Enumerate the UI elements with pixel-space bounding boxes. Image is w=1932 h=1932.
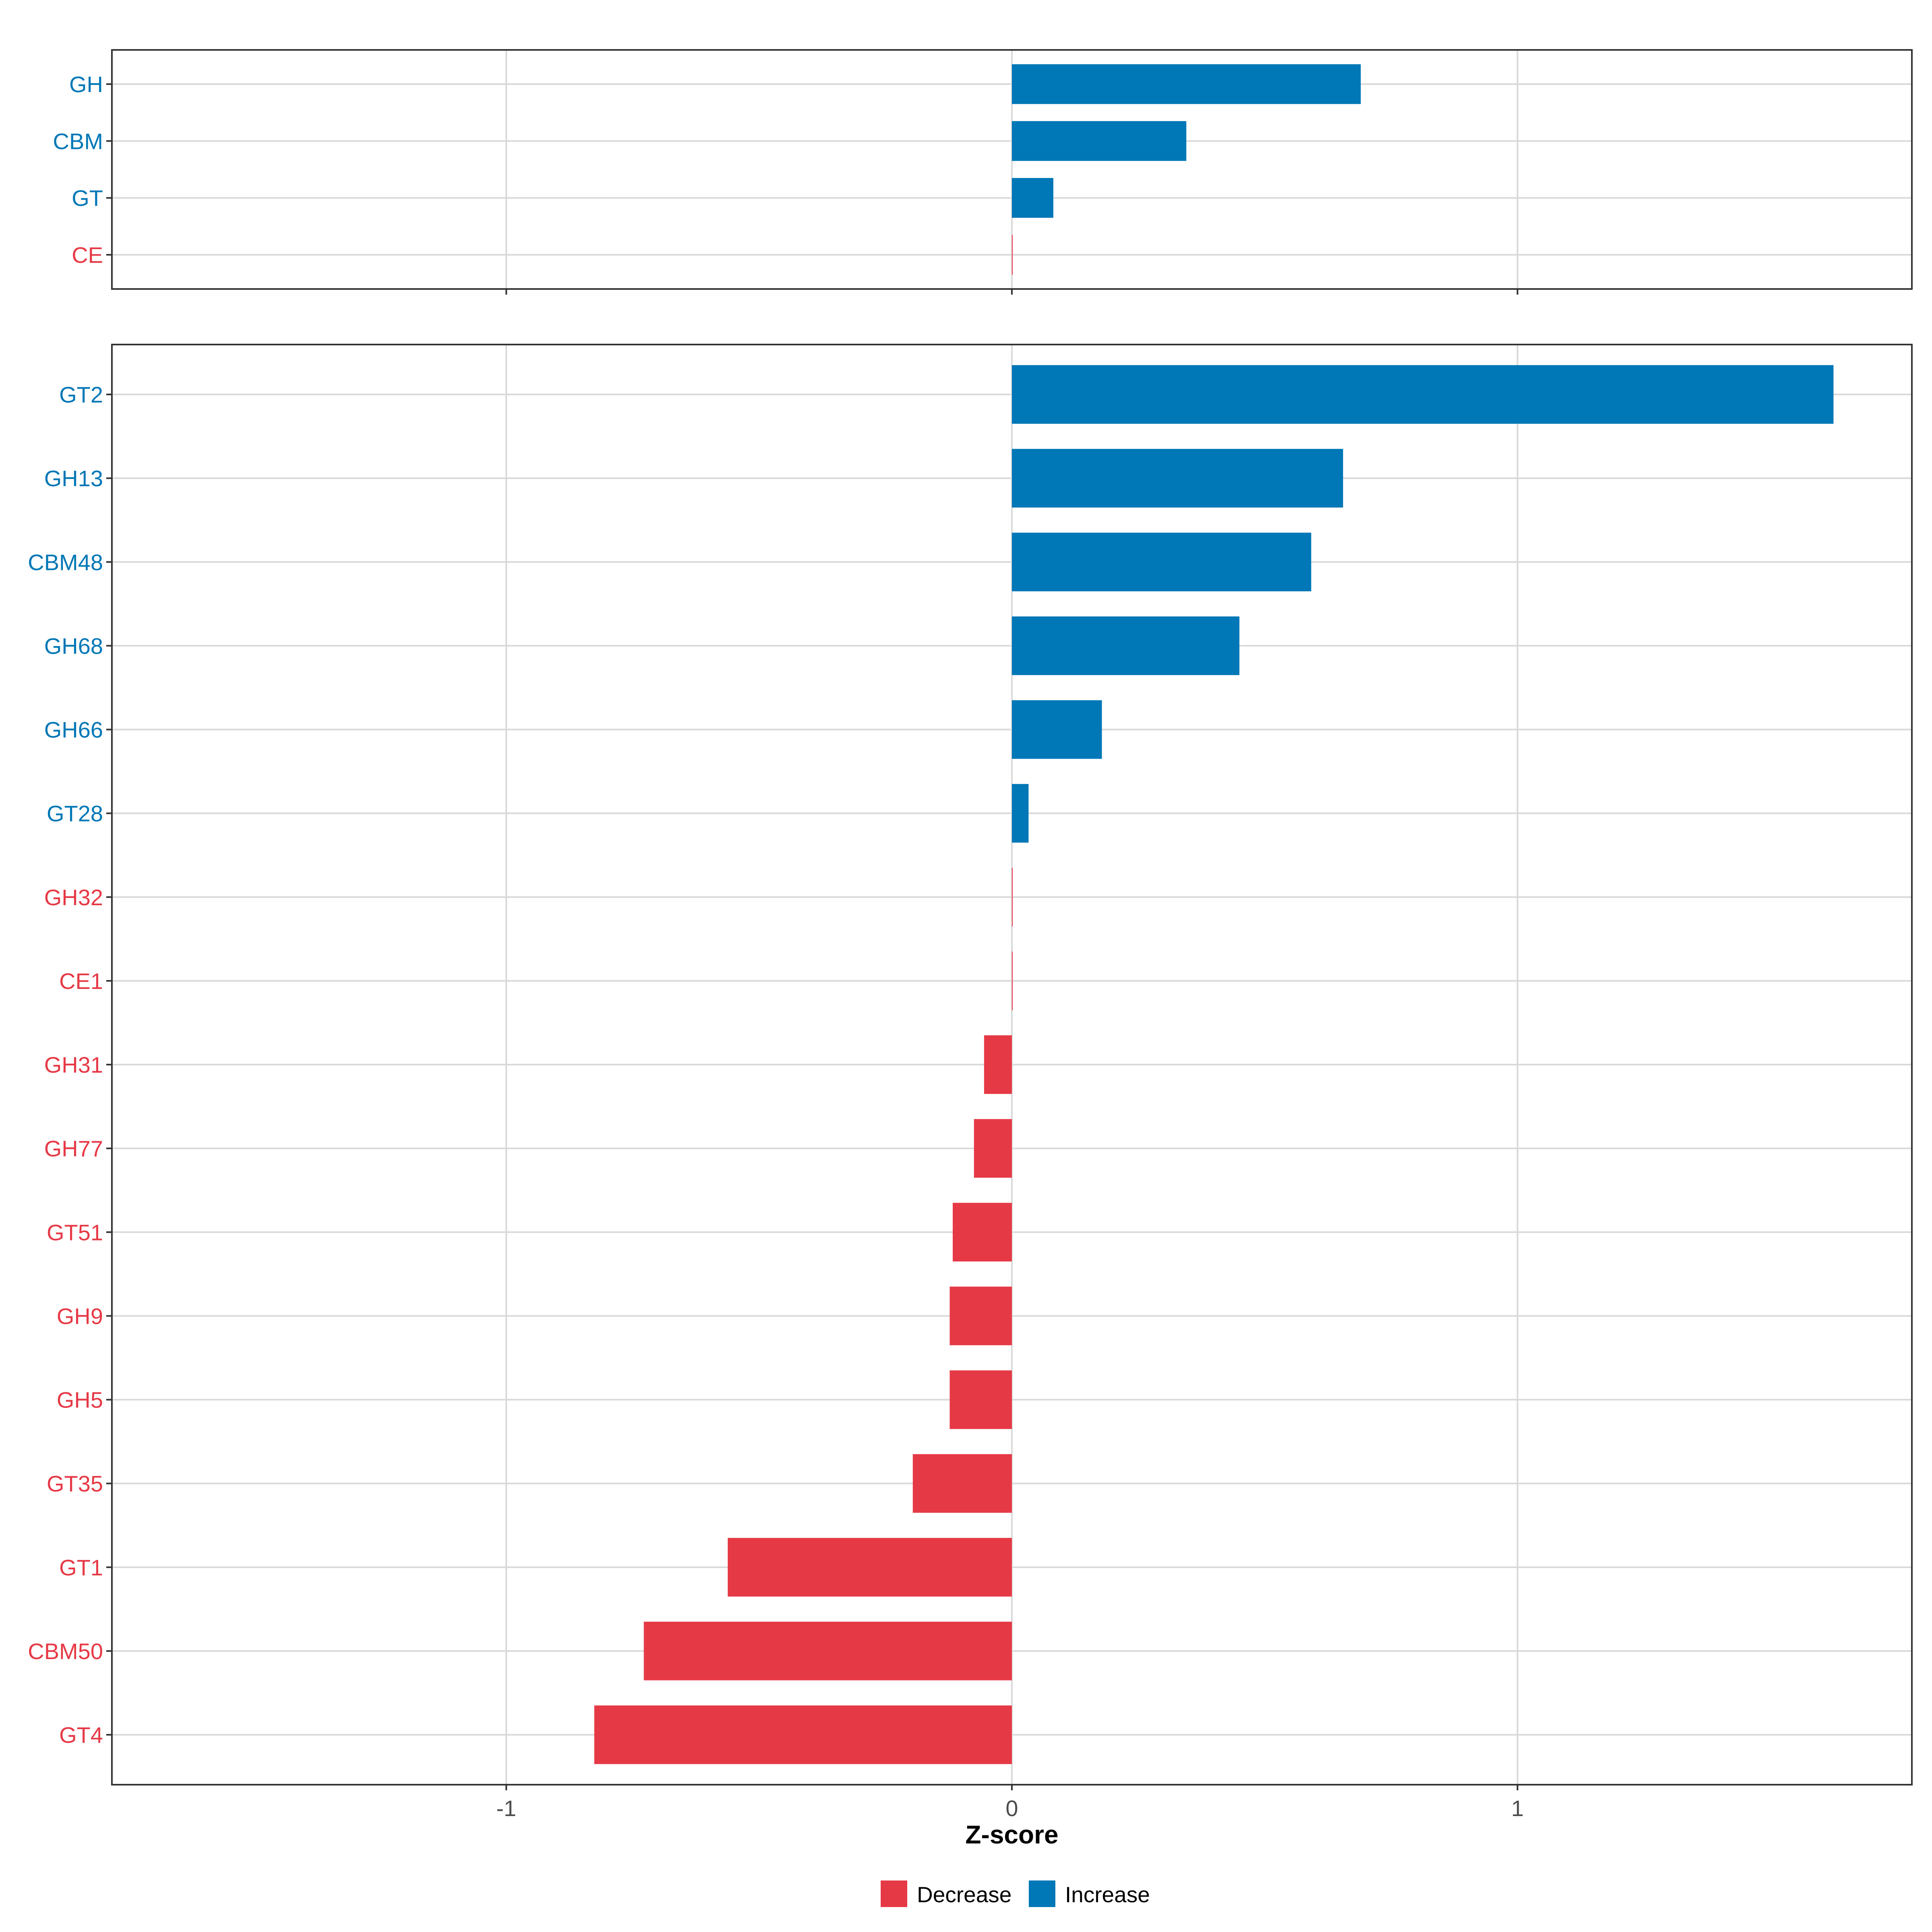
bar-gh5	[949, 1370, 1012, 1429]
category-label-gt35: GT35	[47, 1471, 103, 1496]
category-label-gh77: GH77	[44, 1136, 103, 1161]
bar-gh77	[974, 1119, 1012, 1178]
bar-gt28	[1012, 784, 1029, 843]
bar-ce1	[1012, 952, 1013, 1010]
x-axis-title: Z-score	[965, 1820, 1058, 1849]
legend-key-decrease	[881, 1880, 907, 1907]
category-label-gh32: GH32	[44, 885, 103, 910]
bar-gt4	[594, 1705, 1012, 1764]
bar-ce	[1012, 235, 1013, 275]
bar-gh9	[949, 1286, 1012, 1346]
category-label-gt28: GT28	[47, 801, 103, 826]
category-label-ce1: CE1	[59, 968, 103, 994]
x-tick-label-1: 0	[1005, 1796, 1018, 1821]
bar-gh66	[1012, 700, 1102, 759]
legend: Decrease Increase	[881, 1880, 1150, 1907]
bar-gt35	[912, 1454, 1012, 1513]
category-label-gh13: GH13	[44, 466, 103, 491]
bar-gt1	[728, 1538, 1012, 1597]
category-label-gh68: GH68	[44, 633, 103, 658]
category-label-gh5: GH5	[57, 1387, 103, 1413]
category-label-gt2: GT2	[59, 382, 103, 407]
panel-bottom-border	[111, 344, 1913, 1785]
category-label-gh9: GH9	[57, 1303, 103, 1329]
category-label-gh31: GH31	[44, 1052, 103, 1077]
legend-key-increase	[1029, 1880, 1055, 1907]
panel-top-x-ticks	[505, 289, 1519, 295]
bar-gh32	[1012, 867, 1013, 927]
category-label-gt1: GT1	[59, 1555, 103, 1580]
bar-cbm48	[1012, 533, 1311, 592]
category-label-gh: GH	[69, 72, 103, 97]
category-label-gt: GT	[72, 186, 103, 211]
bar-gh	[1012, 64, 1361, 104]
panel-top-bars	[1012, 64, 1361, 275]
category-label-gh66: GH66	[44, 717, 103, 743]
panel-bottom: GT2 GH13 CBM48 GH68 GH66 GT28 GH32 CE1 GH31 GH77 G…	[28, 344, 1913, 1821]
x-tick-label-0: -1	[496, 1796, 516, 1821]
panel-top-border	[111, 49, 1913, 290]
bar-gt	[1012, 178, 1054, 218]
panel-bottom-x-ticks: -1 0 1	[496, 1785, 1524, 1821]
bar-gh13	[1012, 449, 1343, 508]
legend-label-decrease: Decrease	[917, 1882, 1011, 1907]
panel-bottom-bars	[594, 365, 1834, 1764]
bar-gt51	[953, 1203, 1012, 1262]
x-tick-label-2: 1	[1511, 1796, 1524, 1821]
category-label-cbm48: CBM48	[28, 549, 103, 575]
bar-cbm	[1012, 121, 1187, 161]
category-label-gt51: GT51	[47, 1220, 103, 1245]
bar-gh31	[984, 1035, 1012, 1094]
bar-cbm50	[644, 1622, 1012, 1680]
panel-top: GH CBM GT CE	[53, 49, 1913, 295]
category-label-ce: CE	[72, 242, 103, 268]
category-label-cbm: CBM	[53, 128, 103, 154]
bar-gh68	[1012, 616, 1240, 675]
category-label-gt4: GT4	[59, 1722, 103, 1748]
legend-label-increase: Increase	[1065, 1882, 1150, 1907]
panel-bottom-category-labels: GT2 GH13 CBM48 GH68 GH66 GT28 GH32 CE1 GH31 GH77 G…	[28, 382, 112, 1748]
category-label-cbm50: CBM50	[28, 1639, 103, 1664]
panel-top-category-labels: GH CBM GT CE	[53, 72, 112, 268]
bar-gt2	[1012, 365, 1834, 424]
